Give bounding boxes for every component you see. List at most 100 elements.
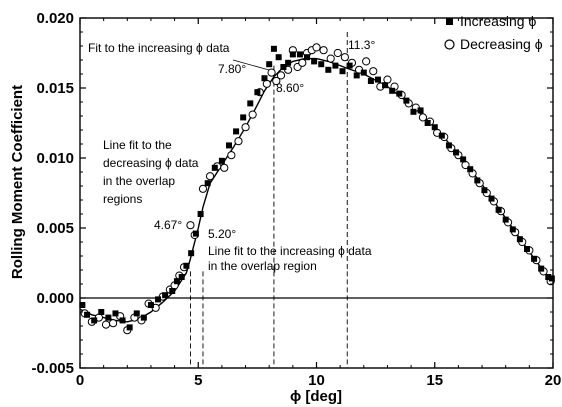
point-decreasing <box>101 320 111 329</box>
point-increasing <box>311 58 318 65</box>
point-increasing <box>79 302 86 308</box>
point-increasing <box>410 108 417 115</box>
point-increasing <box>488 195 495 202</box>
point-decreasing <box>267 68 276 77</box>
point-increasing <box>531 255 538 262</box>
point-increasing <box>119 317 126 324</box>
point-increasing <box>502 216 509 223</box>
point-increasing <box>346 62 353 69</box>
point-decreasing <box>298 58 307 67</box>
point-increasing <box>318 61 325 68</box>
point-increasing <box>453 149 460 156</box>
point-increasing <box>353 72 360 79</box>
point-increasing <box>254 89 261 96</box>
point-increasing <box>445 142 452 149</box>
point-decreasing <box>418 113 428 122</box>
annotation-fit-increasing: Fit to the increasing ϕ data <box>88 41 230 55</box>
point-increasing <box>155 296 162 303</box>
x-tick-label: 15 <box>426 372 443 389</box>
x-axis-title: ϕ [deg] <box>290 388 342 405</box>
point-increasing <box>374 76 381 83</box>
point-increasing <box>91 317 98 324</box>
point-increasing <box>396 90 403 97</box>
point-increasing <box>140 314 147 321</box>
point-increasing <box>523 246 530 252</box>
point-decreasing <box>319 46 328 55</box>
point-decreasing <box>383 75 392 84</box>
point-increasing <box>460 156 467 163</box>
point-increasing <box>417 107 424 114</box>
point-increasing <box>285 59 292 66</box>
point-increasing <box>147 302 154 308</box>
point-increasing <box>367 78 374 84</box>
legend-label-increasing: Increasing ϕ <box>460 13 536 29</box>
point-increasing <box>304 54 311 61</box>
point-decreasing <box>241 123 250 132</box>
point-increasing <box>112 310 119 317</box>
point-increasing <box>162 292 169 299</box>
x-axis: 0 5 10 15 20 <box>76 18 562 389</box>
annotation-line-fit-increasing-1: Line fit to the increasing ϕ data <box>208 244 372 258</box>
point-increasing <box>289 51 296 58</box>
annotation-angle-780: 7.80° <box>218 62 246 76</box>
point-increasing <box>325 66 332 73</box>
point-increasing <box>225 142 232 149</box>
point-increasing <box>218 157 225 164</box>
point-increasing <box>188 250 195 257</box>
x-tick-label: 0 <box>76 372 84 389</box>
point-increasing <box>233 128 240 135</box>
point-increasing <box>382 82 389 89</box>
point-increasing <box>178 274 185 280</box>
legend-marker-increasing <box>446 18 453 25</box>
y-axis: -0.005 0.000 0.005 0.010 0.015 0.020 <box>31 10 553 377</box>
point-decreasing <box>362 57 371 66</box>
reference-lines <box>189 32 348 368</box>
point-increasing <box>169 288 176 294</box>
point-decreasing <box>220 163 229 172</box>
point-increasing <box>266 61 273 68</box>
point-decreasing <box>227 151 236 160</box>
point-increasing <box>105 314 112 321</box>
point-decreasing <box>333 48 342 58</box>
point-increasing <box>275 54 282 61</box>
x-tick-label: 20 <box>545 372 562 389</box>
y-tick-label: -0.005 <box>31 360 74 377</box>
annotations: Fit to the increasing ϕ data 7.80° 8.60°… <box>88 38 375 273</box>
point-increasing <box>98 309 105 315</box>
x-tick-label: 10 <box>308 372 325 389</box>
y-tick-label: 0.000 <box>36 290 74 307</box>
annotation-fit-increasing-leader <box>232 59 270 71</box>
point-increasing <box>467 166 474 173</box>
point-increasing <box>339 68 346 75</box>
point-increasing <box>548 275 555 282</box>
annotation-line-fit-decreasing-4: regions <box>103 192 142 206</box>
point-decreasing <box>109 319 118 328</box>
point-increasing <box>211 164 218 171</box>
y-tick-label: 0.015 <box>36 80 74 97</box>
point-increasing <box>516 236 523 243</box>
annotation-line-fit-decreasing-1: Line fit to the <box>103 138 172 152</box>
point-decreasing <box>312 43 321 52</box>
point-decreasing <box>198 184 208 193</box>
point-increasing <box>261 75 268 82</box>
y-tick-label: 0.020 <box>36 10 74 27</box>
legend-label-decreasing: Decreasing ϕ <box>460 36 543 52</box>
annotation-line-fit-increasing-2: in the overlap region <box>208 259 317 273</box>
annotation-angle-467: 4.67° <box>154 218 182 232</box>
point-increasing <box>403 97 410 104</box>
legend-marker-decreasing <box>444 39 455 50</box>
point-increasing <box>133 310 140 317</box>
point-decreasing <box>205 172 215 181</box>
point-increasing <box>296 51 303 58</box>
annotation-line-fit-decreasing-3: in the overlap <box>103 174 175 188</box>
point-increasing <box>481 187 488 194</box>
point-increasing <box>240 114 247 121</box>
point-increasing <box>389 87 396 94</box>
annotation-angle-520: 5.20° <box>208 227 236 241</box>
point-increasing <box>183 262 190 269</box>
point-increasing <box>197 211 204 217</box>
y-axis-title: Rolling Moment Coefficient <box>9 85 26 279</box>
point-decreasing <box>340 53 349 62</box>
point-increasing <box>424 120 431 126</box>
